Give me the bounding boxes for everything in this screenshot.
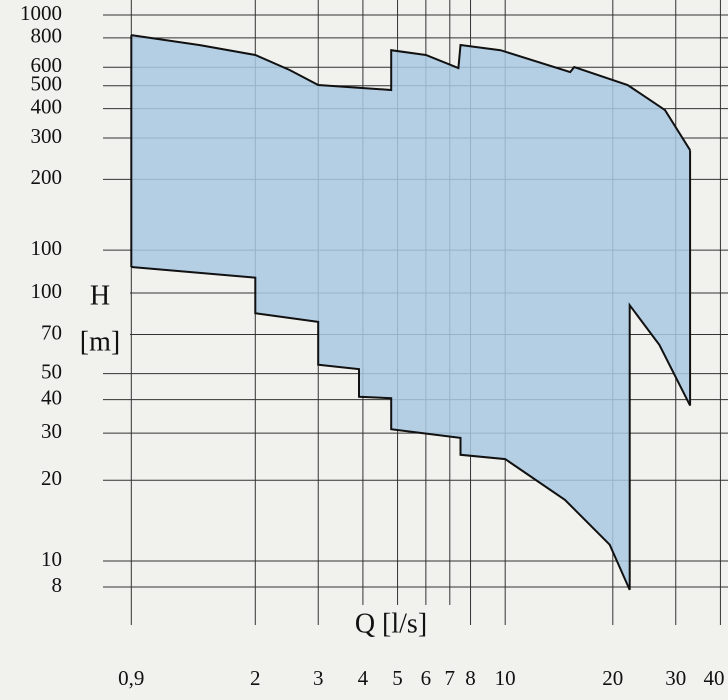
- y-tick-label: 50: [41, 359, 62, 383]
- x-tick-label: 5: [392, 666, 403, 690]
- x-tick-label: 0,9: [118, 666, 144, 690]
- boundary-line: [131, 34, 691, 151]
- labels: 1000800600500400300200100100705040302010…: [20, 1, 725, 690]
- x-tick-label: 4: [358, 666, 369, 690]
- x-tick-label: 20: [602, 666, 623, 690]
- y2-tick-label: 300: [31, 124, 63, 148]
- y-tick-label: 30: [41, 419, 62, 443]
- range-area: [131, 35, 691, 590]
- boundary-line: [131, 266, 691, 591]
- x-tick-label: 40: [704, 666, 725, 690]
- y2-tick-label: 500: [31, 72, 63, 96]
- y-tick-label: 10: [41, 547, 62, 571]
- y2-tick-label: 1000: [20, 1, 62, 25]
- x-axis-title: Q [l/s]: [355, 608, 427, 639]
- y2-tick-label: 400: [31, 94, 63, 118]
- x-tick-label: 6: [421, 666, 432, 690]
- x-tick-label: 2: [250, 666, 261, 690]
- x-label-bg: [330, 605, 452, 645]
- y2-tick-label: 200: [31, 165, 63, 189]
- y-label-bg: [72, 275, 130, 363]
- y-axis-unit: [m]: [80, 326, 120, 357]
- x-tick-label: 30: [665, 666, 686, 690]
- x-tick-label: 7: [445, 666, 456, 690]
- plot: [130, 34, 692, 591]
- y-tick-label: 8: [52, 573, 63, 597]
- y-axis-title: H: [90, 280, 110, 311]
- y2-tick-label: 800: [31, 24, 63, 48]
- y-tick-label: 70: [41, 320, 62, 344]
- y-tick-label: 20: [41, 466, 62, 490]
- x-tick-label: 3: [313, 666, 324, 690]
- y2-tick-label: 600: [31, 53, 63, 77]
- y-tick-label: 40: [41, 385, 62, 409]
- x-tick-label: 10: [495, 666, 516, 690]
- y-tick-label: 100: [31, 279, 63, 303]
- x-tick-label: 8: [465, 666, 476, 690]
- y2-tick-label: 100: [31, 236, 63, 260]
